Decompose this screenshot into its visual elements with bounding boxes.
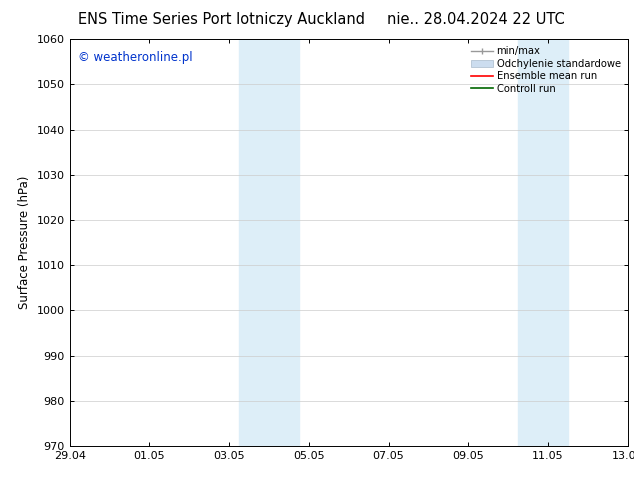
Y-axis label: Surface Pressure (hPa): Surface Pressure (hPa) (18, 176, 31, 309)
Legend: min/max, Odchylenie standardowe, Ensemble mean run, Controll run: min/max, Odchylenie standardowe, Ensembl… (469, 44, 623, 96)
Text: nie.. 28.04.2024 22 UTC: nie.. 28.04.2024 22 UTC (387, 12, 564, 27)
Bar (239, 39, 299, 446)
Text: ENS Time Series Port lotniczy Auckland: ENS Time Series Port lotniczy Auckland (79, 12, 365, 27)
Bar (518, 39, 568, 446)
Text: © weatheronline.pl: © weatheronline.pl (78, 51, 193, 64)
